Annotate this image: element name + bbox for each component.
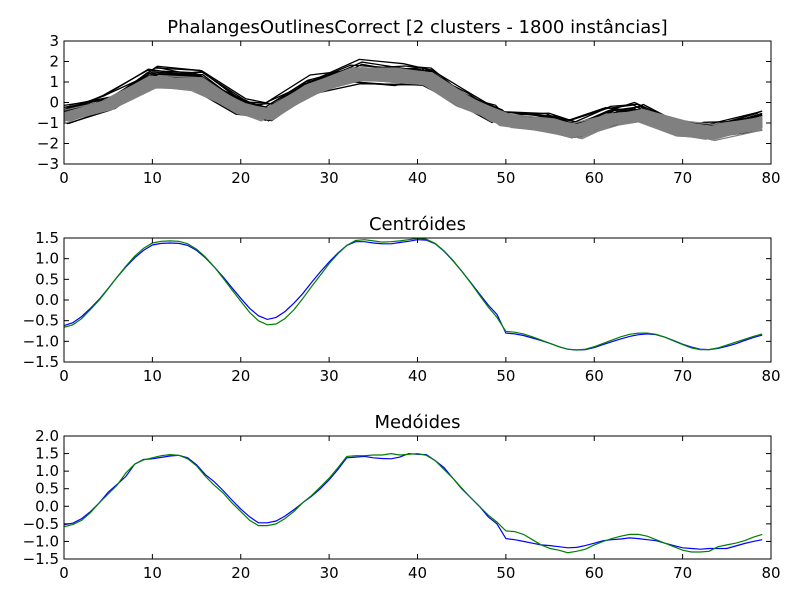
y-tick-label: −1.5 [23,550,59,568]
plot-lines [64,58,763,142]
y-tick-label: −3 [37,155,59,173]
x-tick-label: 70 [673,564,692,582]
panel-title: PhalangesOutlinesCorrect [2 clusters - 1… [167,17,667,38]
x-tick-label: 60 [585,367,604,385]
x-tick-label: 10 [143,367,162,385]
x-tick-label: 50 [496,367,515,385]
gray-instance-line [68,71,763,132]
y-tick-label: 1.5 [35,445,59,463]
y-tick-label: −2 [37,135,59,153]
x-tick-label: 0 [59,564,69,582]
green-series-line [64,238,763,351]
y-tick-label: 0.5 [35,270,59,288]
x-tick-label: 80 [761,367,780,385]
y-tick-label: 1.5 [35,229,59,247]
x-tick-label: 80 [761,564,780,582]
x-tick-label: 40 [408,564,427,582]
x-tick-label: 30 [320,169,339,187]
y-tick-label: −1.0 [23,332,59,350]
gray-instance-line [64,76,762,140]
y-tick-label: −1.5 [23,353,59,371]
panel-title: Medóides [375,412,461,433]
x-tick-label: 50 [496,564,515,582]
y-tick-label: 0.0 [35,497,59,515]
chart-panel-1: 0 10 20 30 40 50 60 70 80 −3 −2 −1 0 1 2 3 PhalangesOutl… [37,17,781,187]
y-tick-label: −1.0 [23,532,59,550]
chart-panel-3: 0 10 20 30 40 50 60 70 80 −1.5−1.0−0.50.00.51.01.… [23,412,781,582]
x-tick-label: 10 [143,564,162,582]
panel-title: Centróides [369,214,466,235]
x-tick-label: 70 [673,367,692,385]
chart-panel-2: 0 10 20 30 40 50 60 70 80 −1.5 −1.0 −0.5 0.0 0.5 1.0 1.… [23,214,781,385]
axes-frame [63,237,772,363]
y-tick-label: 3 [49,32,59,50]
y-tick-label: 0 [49,94,59,112]
y-tick-label: 1.0 [35,462,59,480]
x-tick-label: 0 [59,169,69,187]
y-tick-label: 1 [49,73,59,91]
blue-series-line [64,239,763,351]
y-tick-label: 2.0 [35,427,59,445]
axes-frame [63,40,772,165]
x-tick-label: 80 [761,169,780,187]
y-tick-label: 0.0 [35,291,59,309]
x-tick-label: 30 [320,367,339,385]
y-tick-label: −0.5 [23,515,59,533]
x-tick-label: 50 [496,169,515,187]
plot-lines [64,452,763,554]
x-tick-label: 0 [59,367,69,385]
y-tick-label: 2 [49,53,59,71]
x-tick-label: 30 [320,564,339,582]
x-tick-label: 20 [231,564,250,582]
x-tick-label: 20 [231,169,250,187]
x-tick-label: 70 [673,169,692,187]
black-instance-line [68,65,763,129]
plot-lines [64,238,763,351]
y-tick-label: −1 [37,114,59,132]
y-tick-label: −0.5 [23,312,59,330]
gray-instance-line [64,75,763,130]
x-tick-label: 10 [143,169,162,187]
blue-series-line [64,452,763,550]
green-series-line [64,452,763,554]
x-tick-label: 20 [231,367,250,385]
x-tick-label: 60 [585,169,604,187]
x-tick-label: 60 [585,564,604,582]
y-tick-label: 1.0 [35,250,59,268]
y-tick-label: 0.5 [35,480,59,498]
x-tick-label: 40 [408,169,427,187]
x-tick-label: 40 [408,367,427,385]
